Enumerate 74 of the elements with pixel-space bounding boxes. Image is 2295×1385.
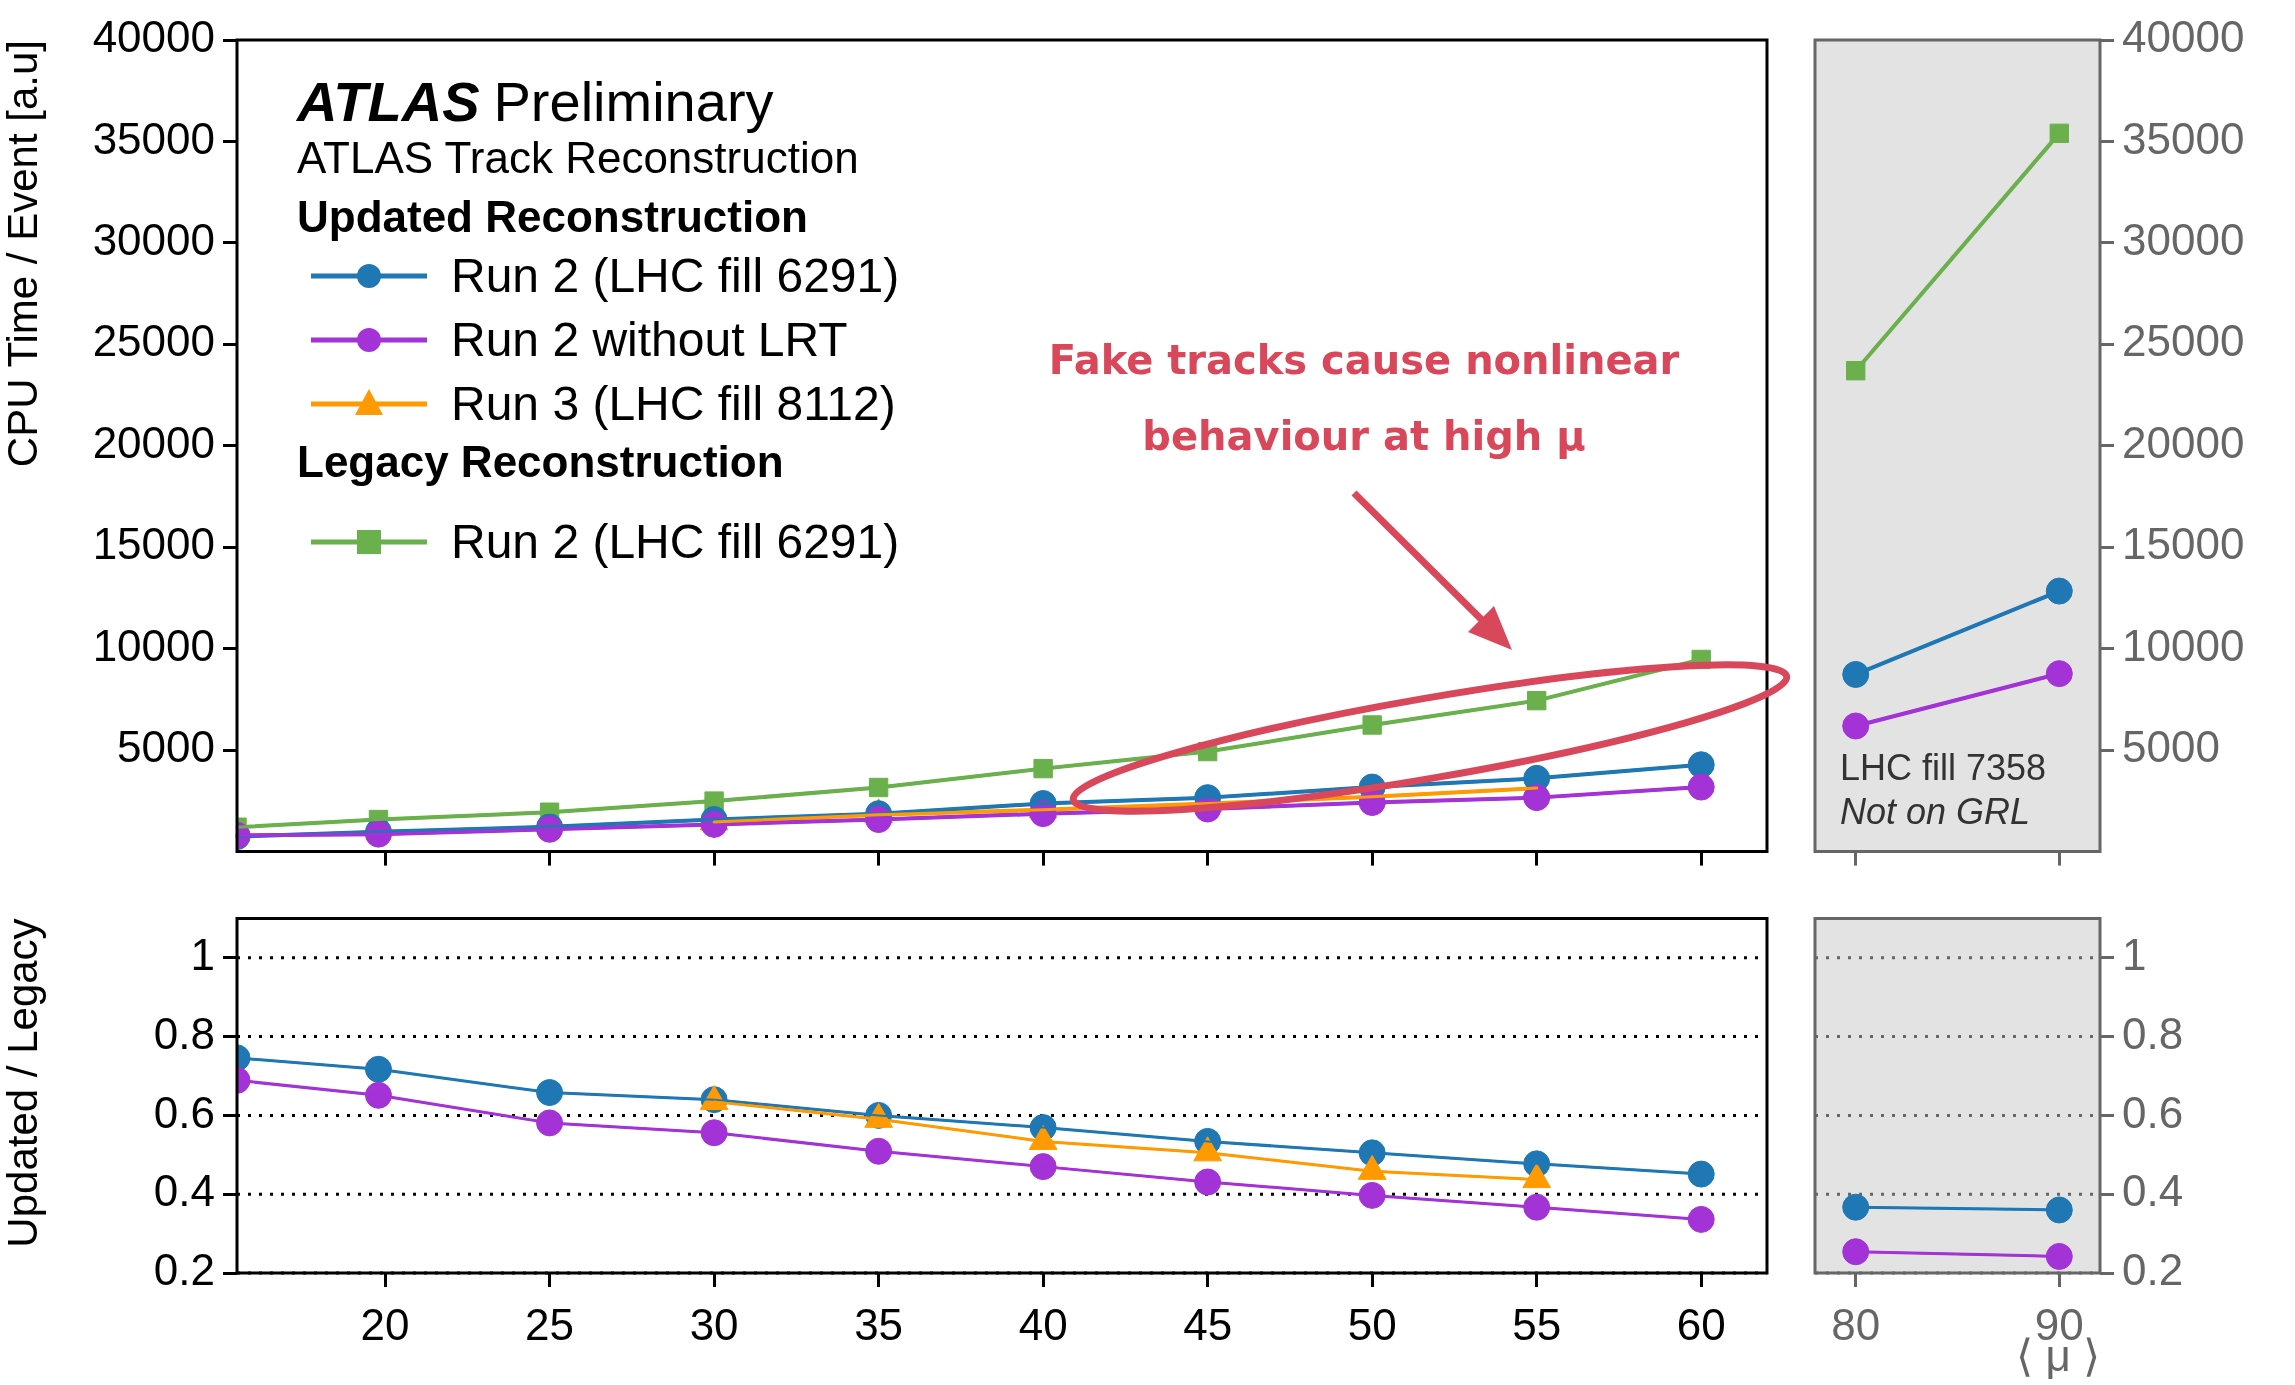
point: [2045, 660, 2073, 688]
y-tick-label: 0.4: [153, 1166, 215, 1216]
y2-tick-label: 0.2: [2122, 1245, 2184, 1295]
point: [1842, 1238, 1870, 1266]
point: [1687, 1160, 1715, 1188]
point: [1846, 361, 1866, 381]
point: [1523, 1193, 1551, 1221]
point: [2045, 1196, 2073, 1224]
point: [2049, 123, 2069, 144]
x-tick-label: 45: [1183, 1299, 1233, 1349]
annotation: Legacy Reconstruction: [297, 436, 784, 486]
x-tick-label: 60: [1676, 1299, 1726, 1349]
point: [1362, 715, 1382, 735]
y2-tick-label: 40000: [2122, 12, 2245, 62]
y-tick-label: 0.8: [153, 1008, 215, 1058]
point: [536, 1109, 564, 1137]
y2-tick-label: 15000: [2122, 519, 2245, 569]
y2-tick-label: 35000: [2122, 113, 2245, 163]
legend-label: Run 2 (LHC fill 6291): [451, 247, 900, 304]
point: [536, 1079, 564, 1107]
point: [364, 1081, 392, 1109]
y2-tick-label: 30000: [2122, 215, 2245, 265]
x-tick-label: 25: [525, 1299, 575, 1349]
y2-tick-label: 25000: [2122, 316, 2245, 366]
x-tick-label: 20: [360, 1299, 410, 1349]
point: [1029, 1153, 1057, 1181]
point: [1687, 1205, 1715, 1233]
y2-tick-label: 5000: [2122, 722, 2220, 772]
annotation: Preliminary: [493, 70, 774, 133]
y-tick-label: 25000: [92, 316, 215, 366]
y-tick-label: 30000: [92, 215, 215, 265]
point: [2045, 577, 2073, 605]
y2-tick-label: 0.8: [2122, 1008, 2184, 1058]
x-tick-label: 50: [1347, 1299, 1397, 1349]
legend-label: Run 2 (LHC fill 6291): [451, 514, 900, 571]
y2-tick-label: 0.4: [2122, 1166, 2184, 1216]
y2-tick-label: 20000: [2122, 417, 2245, 467]
point: [700, 1119, 728, 1147]
point: [865, 1137, 893, 1165]
annotation: ATLAS: [297, 70, 480, 133]
y-tick-label: 20000: [92, 417, 215, 467]
annotation: ATLAS Track Reconstruction: [297, 133, 859, 182]
annotation: Fake tracks cause nonlinear behaviour at high μ: [1047, 336, 1681, 461]
x-tick-label: 35: [854, 1299, 904, 1349]
y2-tick-label: 1: [2122, 929, 2147, 979]
y-tick-label: 1: [190, 929, 215, 979]
y-axis-title: Updated / Legacy: [0, 918, 46, 1248]
y2-tick-label: 0.6: [2122, 1087, 2184, 1137]
y-tick-label: 15000: [92, 519, 215, 569]
x-tick-label: 55: [1512, 1299, 1562, 1349]
annotation: Updated Reconstruction: [297, 191, 808, 241]
y-tick-label: 35000: [92, 113, 215, 163]
point: [1358, 1181, 1386, 1209]
y-axis-title: CPU Time / Event [a.u]: [0, 40, 46, 468]
point: [1842, 712, 1870, 740]
point: [1842, 1193, 1870, 1221]
point: [2045, 1242, 2073, 1270]
point: [1194, 1168, 1222, 1196]
y-tick-label: 10000: [92, 620, 215, 670]
point: [364, 1055, 392, 1083]
point: [1687, 773, 1715, 801]
y-tick-label: 0.2: [153, 1245, 215, 1295]
x-tick-label: 30: [689, 1299, 739, 1349]
annotation: Not on GRL: [1840, 790, 2031, 832]
y-tick-label: 40000: [92, 12, 215, 62]
x-tick-label: 80: [1831, 1299, 1881, 1349]
y-tick-label: 5000: [117, 722, 215, 772]
legend-label: Run 2 without LRT: [451, 311, 848, 368]
point: [1842, 660, 1870, 688]
x-tick-label: 40: [1018, 1299, 1068, 1349]
y-tick-label: 0.6: [153, 1087, 215, 1137]
legend-label: Run 3 (LHC fill 8112): [451, 375, 896, 432]
annotation: LHC fill 7358: [1840, 746, 2047, 788]
y2-tick-label: 10000: [2122, 620, 2245, 670]
